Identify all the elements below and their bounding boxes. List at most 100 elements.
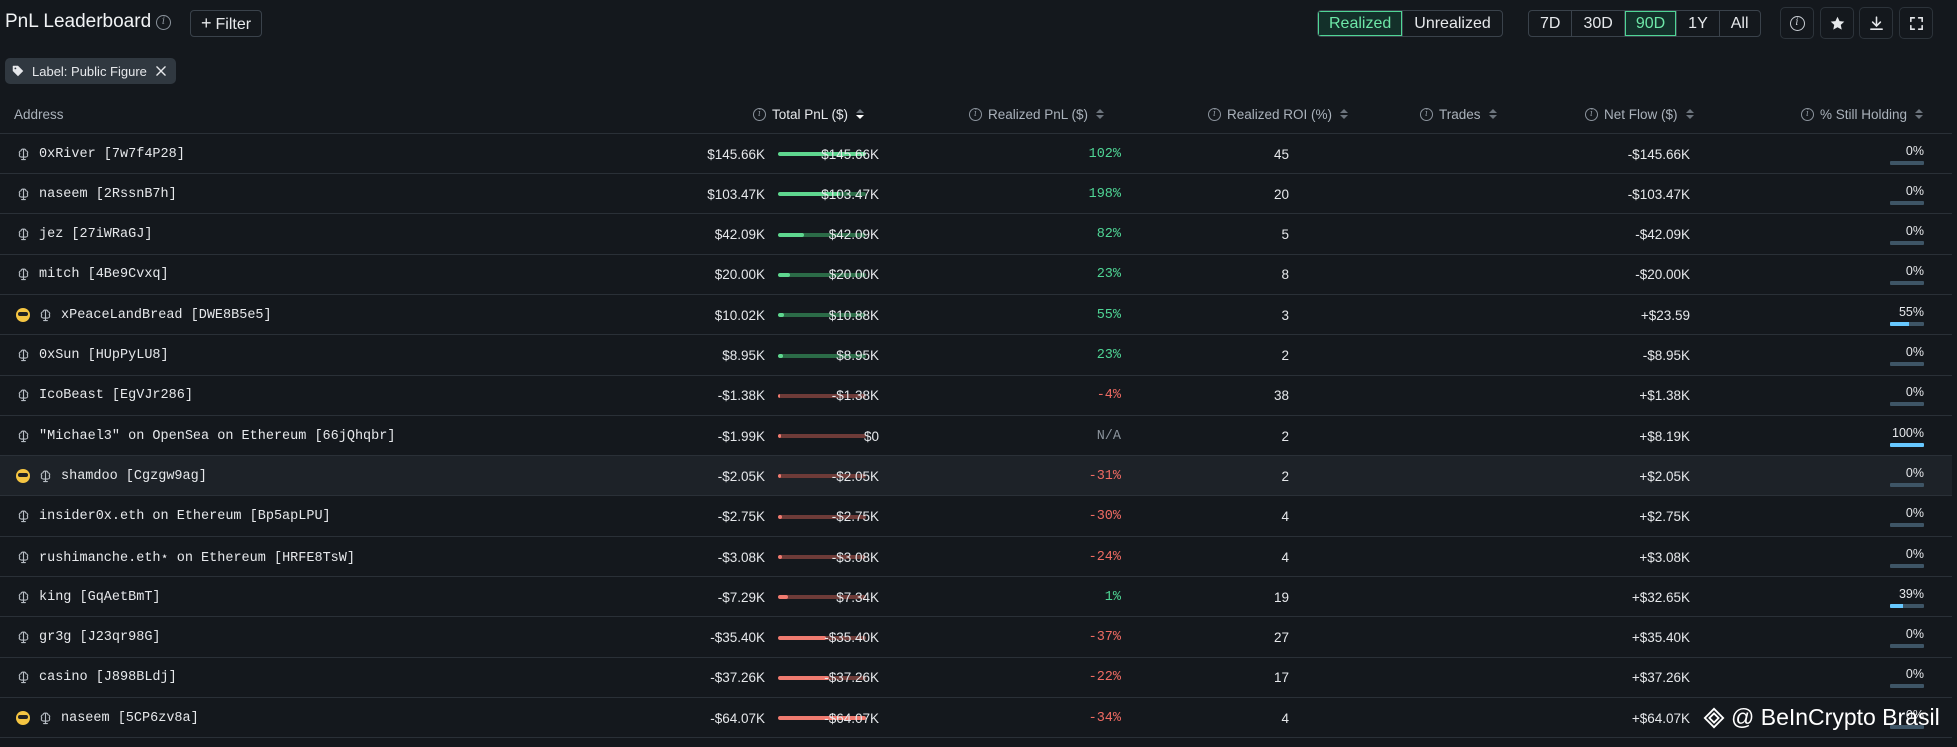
address-label[interactable]: mitch [4Be9Cvxq]	[39, 267, 169, 283]
realized-pnl-value: $10.88K	[828, 307, 879, 323]
sort-icon[interactable]	[1915, 109, 1924, 119]
realized-pnl-info-icon[interactable]: i	[969, 107, 982, 121]
table-row[interactable]: shamdoo [Cgzgw9ag] -$2.05K -$2.05K -31% 2 +$2…	[0, 456, 1952, 497]
column-trades[interactable]: i Trades	[1420, 94, 1497, 134]
range-7d-button[interactable]: 7D	[1529, 11, 1573, 36]
favorite-button[interactable]	[1820, 7, 1854, 39]
holding-bar	[1890, 482, 1924, 487]
mode-realized-button[interactable]: Realized	[1318, 11, 1404, 36]
range-all-button[interactable]: All	[1730, 15, 1749, 32]
table-row[interactable]: rushimanche.eth⋆ on Ethereum [HRFE8TsW] -…	[0, 537, 1952, 577]
realized-roi-value: -30%	[1088, 509, 1121, 525]
column-address[interactable]: Address	[14, 94, 64, 134]
pnl-bar-fill	[778, 474, 781, 479]
table-row[interactable]: king [GqAetBmT] -$7.29K $7.34K 1% 19 +$32.65K…	[0, 577, 1952, 618]
address-cell[interactable]: "Michael3" on OpenSea on Ethereum [66jQh…	[16, 416, 395, 456]
address-cell[interactable]: 0xRiver [7w7f4P28]	[16, 134, 185, 174]
total-pnl-value: -$2.05K	[717, 468, 765, 484]
table-row[interactable]: "Michael3" on OpenSea on Ethereum [66jQh…	[0, 416, 1952, 457]
still-holding-value: 0%	[1905, 506, 1924, 521]
net-flow-info-icon[interactable]: i	[1585, 107, 1598, 121]
pnl-bar	[778, 192, 866, 197]
holding-bar	[1890, 442, 1924, 447]
sort-icon[interactable]	[856, 109, 865, 119]
filter-button[interactable]: + Filter	[190, 10, 263, 37]
address-label[interactable]: casino [J898BLdj]	[39, 670, 177, 686]
address-label[interactable]: king [GqAetBmT]	[39, 589, 161, 605]
mode-unrealized-button[interactable]: Unrealized	[1414, 15, 1491, 32]
address-cell[interactable]: mitch [4Be9Cvxq]	[16, 255, 169, 295]
sort-icon[interactable]	[1685, 109, 1694, 119]
address-label[interactable]: naseem [2RssnB7h]	[39, 186, 177, 202]
address-label[interactable]: jez [27iWRaGJ]	[39, 227, 153, 243]
range-90d-button[interactable]: 90D	[1624, 11, 1678, 36]
column-net-flow[interactable]: i Net Flow ($)	[1585, 94, 1694, 134]
address-label[interactable]: "Michael3" on OpenSea on Ethereum [66jQh…	[39, 428, 396, 444]
address-label[interactable]: gr3g [J23qr98G]	[39, 630, 161, 646]
table-row[interactable]: naseem [5CP6zv8a] -$64.07K -$64.07K -34% 4 +$…	[0, 698, 1952, 739]
address-label[interactable]: naseem [5CP6zv8a]	[61, 710, 199, 726]
download-button[interactable]	[1859, 7, 1893, 39]
address-label[interactable]: xPeaceLandBread [DWE8B5e5]	[61, 307, 272, 323]
table-row[interactable]: insider0x.eth on Ethereum [Bp5apLPU] -$2.…	[0, 497, 1952, 537]
table-row[interactable]: xPeaceLandBread [DWE8B5e5] $10.02K $10.88K…	[0, 295, 1952, 336]
still-holding-value: 0%	[1905, 264, 1924, 279]
fullscreen-button[interactable]	[1899, 7, 1933, 39]
address-cell[interactable]: gr3g [J23qr98G]	[16, 618, 161, 658]
address-label[interactable]: IcoBeast [EgVJr286]	[39, 388, 193, 404]
address-label[interactable]: shamdoo [Cgzgw9ag]	[61, 468, 207, 484]
total-pnl-value: -$1.99K	[717, 428, 765, 444]
brain-icon	[16, 187, 31, 202]
range-1y-button[interactable]: 1Y	[1677, 11, 1720, 36]
info-button[interactable]: i	[1780, 7, 1814, 39]
trades-value: 2	[1281, 428, 1289, 444]
address-cell[interactable]: naseem [2RssnB7h]	[16, 174, 177, 214]
table-row[interactable]: IcoBeast [EgVJr286] -$1.38K -$1.38K -4% 38 +$…	[0, 376, 1952, 416]
address-cell[interactable]: xPeaceLandBread [DWE8B5e5]	[16, 295, 272, 335]
table-row[interactable]: casino [J898BLdj] -$37.26K -$37.26K -22% 17 +…	[0, 658, 1952, 698]
address-cell[interactable]: naseem [5CP6zv8a]	[16, 698, 199, 738]
brain-icon	[16, 509, 31, 524]
pnl-bar	[778, 675, 866, 680]
sort-icon[interactable]	[1488, 109, 1497, 119]
table-row[interactable]: gr3g [J23qr98G] -$35.40K -$35.40K -37% 27 +$3…	[0, 618, 1952, 658]
brain-icon	[16, 227, 31, 242]
title-info-icon[interactable]: i	[156, 15, 171, 30]
range-30d-button[interactable]: 30D	[1572, 11, 1625, 36]
pnl-bar-fill	[778, 635, 827, 640]
address-cell[interactable]: rushimanche.eth⋆ on Ethereum [HRFE8TsW]	[16, 537, 355, 577]
trades-value: 27	[1273, 630, 1289, 646]
sort-icon[interactable]	[1340, 109, 1349, 119]
column-still-holding[interactable]: i % Still Holding	[1801, 94, 1924, 134]
address-label[interactable]: rushimanche.eth⋆ on Ethereum [HRFE8TsW]	[39, 550, 355, 566]
address-cell[interactable]: casino [J898BLdj]	[16, 658, 177, 698]
address-label[interactable]: 0xRiver [7w7f4P28]	[39, 146, 185, 162]
column-total-pnl[interactable]: i Total PnL ($)	[753, 94, 865, 134]
table-row[interactable]: naseem [2RssnB7h] $103.47K $103.47K 198% 20 -…	[0, 174, 1952, 215]
address-cell[interactable]: shamdoo [Cgzgw9ag]	[16, 456, 207, 496]
still-holding-cell: 0%	[1890, 376, 1924, 416]
total-pnl-value: $145.66K	[707, 146, 765, 162]
table-row[interactable]: 0xSun [HUpPyLU8] $8.95K $8.95K 23% 2 -$8.95K 0…	[0, 336, 1952, 376]
close-icon[interactable]	[154, 64, 168, 78]
column-realized-roi[interactable]: i Realized ROI (%)	[1208, 94, 1349, 134]
table-row[interactable]: 0xRiver [7w7f4P28] $145.66K $145.66K 102% 45…	[0, 134, 1952, 174]
address-cell[interactable]: 0xSun [HUpPyLU8]	[16, 336, 169, 376]
filter-chip[interactable]: Label: Public Figure	[5, 58, 176, 84]
trades-info-icon[interactable]: i	[1420, 107, 1433, 121]
address-label[interactable]: 0xSun [HUpPyLU8]	[39, 348, 169, 363]
address-cell[interactable]: IcoBeast [EgVJr286]	[16, 376, 193, 416]
download-icon	[1869, 15, 1883, 30]
address-label[interactable]: insider0x.eth on Ethereum [Bp5apLPU]	[39, 509, 331, 525]
address-cell[interactable]: king [GqAetBmT]	[16, 577, 161, 617]
still-holding-info-icon[interactable]: i	[1801, 107, 1814, 121]
sort-icon[interactable]	[1096, 109, 1105, 119]
table-row[interactable]: mitch [4Be9Cvxq] $20.00K $20.00K 23% 8 -$20.0…	[0, 255, 1952, 295]
total-pnl-info-icon[interactable]: i	[753, 107, 766, 121]
address-cell[interactable]: insider0x.eth on Ethereum [Bp5apLPU]	[16, 497, 331, 537]
address-cell[interactable]: jez [27iWRaGJ]	[16, 215, 152, 255]
column-realized-pnl[interactable]: i Realized PnL ($)	[969, 94, 1105, 134]
net-flow-value: -$20.00K	[1635, 267, 1690, 283]
realized-roi-info-icon[interactable]: i	[1208, 107, 1221, 121]
table-row[interactable]: jez [27iWRaGJ] $42.09K $42.09K 82% 5 -$42.09K…	[0, 215, 1952, 255]
